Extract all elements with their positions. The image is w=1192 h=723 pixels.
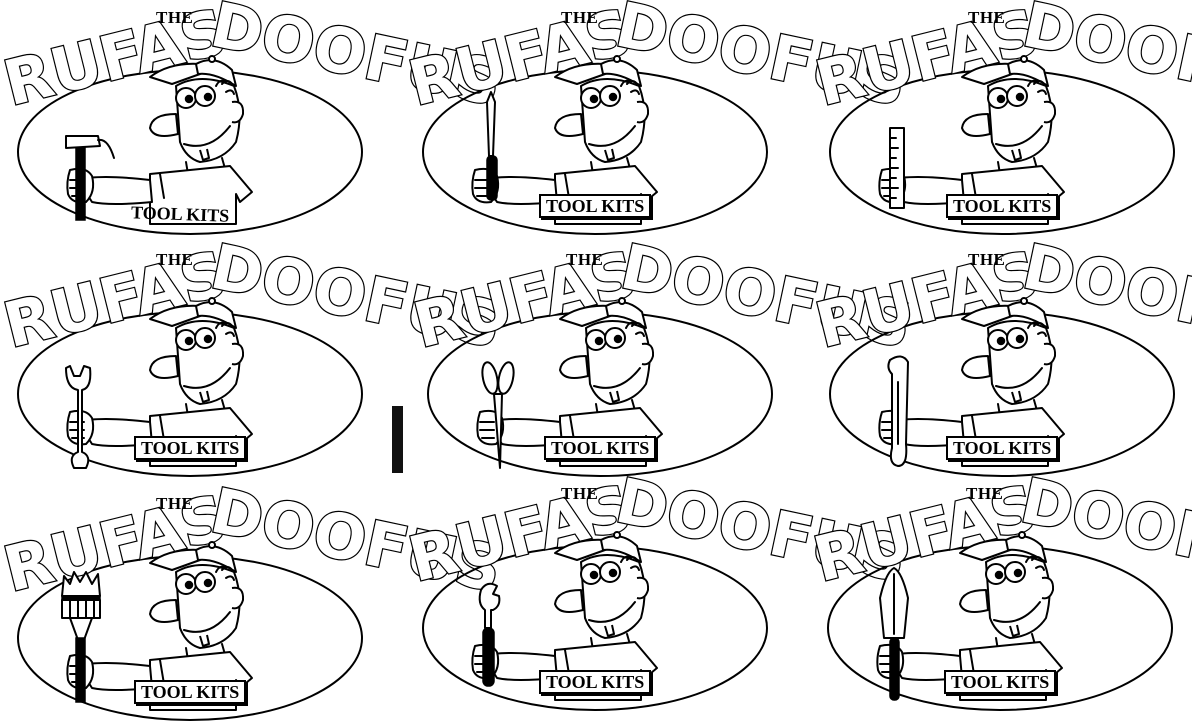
ruler-icon xyxy=(889,127,905,209)
scissors-icon xyxy=(481,361,515,469)
wrench-icon xyxy=(65,365,92,469)
face-icon xyxy=(149,78,245,163)
logo-artwork: RUFAS DOOFUS xyxy=(0,0,509,235)
word-the: THE xyxy=(968,250,1006,269)
rufas-logo-ruler: RUFAS DOOFUS xyxy=(808,0,1192,237)
tool-kits-badge: TOOL KITS xyxy=(130,202,230,226)
face-icon xyxy=(961,78,1057,163)
rufas-logo-pipe: RUFAS DOOFUS xyxy=(808,229,1192,479)
word-the: THE xyxy=(566,250,604,269)
cap-icon xyxy=(961,297,1049,329)
logo-artwork: RUFAS DOOFUS xyxy=(808,229,1192,477)
cap-icon xyxy=(149,541,237,573)
rufas-logo-wrench: RUFAS DOOFUS xyxy=(0,229,509,479)
face-icon xyxy=(559,320,655,405)
rufas-logo-trowel: RUFAS DOOFUS xyxy=(806,463,1192,713)
rufas-logo-screwdriver: RUFAS DOOFUS xyxy=(401,0,914,237)
logo-artwork: RUFAS DOOFUS xyxy=(406,229,919,477)
pipe-icon xyxy=(887,355,909,467)
hand-icon xyxy=(66,167,153,205)
tool-kits-badge: TOOL KITS xyxy=(134,436,247,460)
logo-artwork: RUFAS DOOFUS xyxy=(0,229,509,477)
rufas-logo-hammer: RUFAS DOOFUS xyxy=(0,0,509,237)
face-icon xyxy=(961,320,1057,405)
cap-icon xyxy=(554,55,642,87)
word-the: THE xyxy=(966,484,1004,503)
logo-artwork: RUFAS DOOFUS xyxy=(806,463,1192,711)
rufas-logo-scissors: RUFAS DOOFUS xyxy=(406,229,919,479)
cap-icon xyxy=(959,531,1047,563)
trowel-icon xyxy=(879,567,909,701)
word-the: THE xyxy=(561,8,599,27)
word-the: THE xyxy=(156,250,194,269)
face-icon xyxy=(149,564,245,649)
tool-kits-badge: TOOL KITS xyxy=(544,436,657,460)
shirt-icon xyxy=(149,157,253,225)
logo-artwork: RUFAS DOOFUS xyxy=(401,463,914,711)
word-the: THE xyxy=(156,8,194,27)
tool-kits-badge: TOOL KITS xyxy=(539,194,652,218)
face-icon xyxy=(554,78,650,163)
tool-kits-badge: TOOL KITS xyxy=(946,436,1059,460)
face-icon xyxy=(959,554,1055,639)
separator-bar xyxy=(392,406,403,473)
face-icon xyxy=(149,320,245,405)
cap-icon xyxy=(149,55,237,87)
word-the: THE xyxy=(156,494,194,513)
word-the: THE xyxy=(968,8,1006,27)
cap-icon xyxy=(554,531,642,563)
cap-icon xyxy=(149,297,237,329)
face-icon xyxy=(554,554,650,639)
tool-kits-badge: TOOL KITS xyxy=(946,194,1059,218)
cap-icon xyxy=(961,55,1049,87)
tool-kits-badge: TOOL KITS xyxy=(539,670,652,694)
paintbrush-icon xyxy=(61,571,101,703)
logo-artwork: RUFAS DOOFUS xyxy=(808,0,1192,235)
tool-kits-badge: TOOL KITS xyxy=(944,670,1057,694)
rufas-logo-paintbrush: RUFAS DOOFUS xyxy=(0,473,509,723)
word-the: THE xyxy=(561,484,599,503)
adjustable-wrench-icon xyxy=(478,582,501,687)
rufas-logo-adjustable-wrench: RUFAS DOOFUS xyxy=(401,463,914,713)
tool-kits-badge: TOOL KITS xyxy=(134,680,247,704)
hammer-icon xyxy=(65,135,115,221)
cap-icon xyxy=(559,297,647,329)
screwdriver-icon xyxy=(486,91,498,201)
